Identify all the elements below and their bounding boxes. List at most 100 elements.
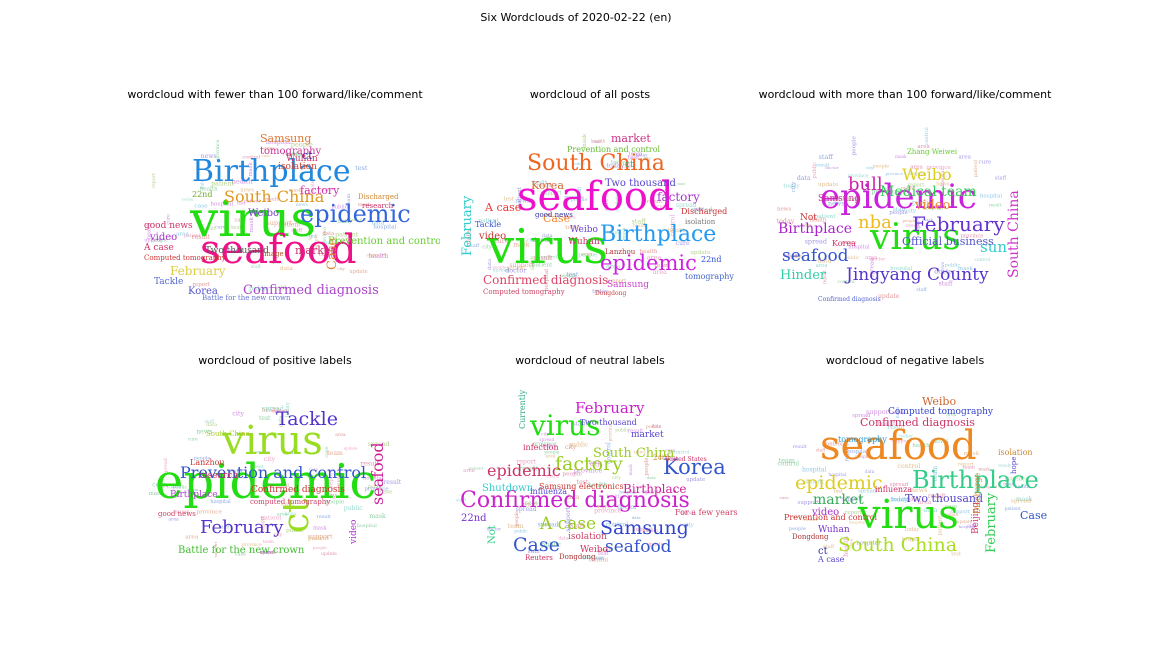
wordcloud-filler-word: case	[281, 501, 295, 507]
wordcloud-filler-word: today	[285, 401, 291, 417]
wordcloud-filler-word: area	[959, 154, 972, 160]
wordcloud-filler-word: test	[568, 521, 573, 530]
wordcloud-filler-word: data	[322, 231, 335, 237]
wordcloud-word: good news	[144, 221, 193, 231]
wordcloud-filler-word: update	[647, 542, 664, 548]
wordcloud-filler-word: report	[866, 437, 881, 443]
wordcloud-filler-word: hospital	[941, 169, 946, 187]
wordcloud-filler-word: city	[274, 533, 283, 538]
wordcloud-filler-word: update	[642, 489, 663, 495]
wordcloud-filler-word: data	[542, 233, 553, 239]
wordcloud-word: infection	[523, 443, 559, 452]
wordcloud-filler-word: health	[262, 407, 281, 413]
wordcloud-word: Samsung	[260, 132, 311, 145]
wordcloud-word: epidemic	[820, 177, 977, 217]
wordcloud-filler-word: staff	[632, 218, 647, 226]
wordcloud-word: Weibo	[580, 545, 608, 555]
wordcloud-filler-word: news	[594, 505, 607, 510]
wordcloud-filler-word: spread	[858, 489, 877, 495]
wordcloud-filler-word: people	[313, 234, 319, 251]
wordcloud-filler-word: people	[313, 545, 327, 550]
wordcloud-word: sun	[980, 238, 1007, 256]
panel-title: wordcloud with more than 100 forward/lik…	[758, 88, 1052, 101]
wordcloud-filler-word: control	[242, 154, 260, 160]
wordcloud-filler-word: health	[283, 450, 299, 456]
wordcloud-filler-word: spread	[516, 506, 537, 513]
wordcloud-word: Computed tomography	[144, 254, 226, 262]
wordcloud-filler-word: update	[272, 408, 289, 414]
wordcloud-filler-word: health	[607, 494, 621, 500]
wordcloud-filler-word: cure	[676, 240, 690, 247]
wordcloud-filler-word: data	[632, 515, 642, 520]
wordcloud-filler-word: cure	[979, 160, 992, 166]
wordcloud-filler-word: result	[202, 226, 216, 232]
wordcloud-filler-word: team	[263, 540, 275, 545]
wordcloud-filler-word: spread	[163, 458, 169, 475]
wordcloud-filler-word: staff	[893, 207, 907, 213]
wordcloud-canvas: casepublicsupportresulthealthresulttests…	[149, 401, 402, 557]
wordcloud-filler-word: today	[905, 527, 920, 533]
wordcloud-filler-word: report	[261, 515, 267, 532]
wordcloud-filler-word: mask	[1016, 496, 1033, 503]
wordcloud-filler-word: staff	[570, 521, 585, 529]
wordcloud-filler-word: city	[337, 266, 345, 271]
wordcloud-word: factory	[555, 453, 623, 475]
wordcloud-filler-word: cure	[306, 235, 317, 240]
wordcloud-filler-word: control	[897, 462, 920, 470]
wordcloud-filler-word: case	[592, 139, 602, 144]
wordcloud-filler-word: health	[668, 228, 687, 234]
wordcloud-filler-word: data	[278, 416, 284, 428]
wordcloud-word: Korea	[188, 286, 218, 297]
wordcloud-filler-word: news	[240, 188, 254, 194]
wordcloud-filler-word: hospital	[619, 490, 637, 495]
wordcloud-filler-word: city	[565, 444, 577, 451]
wordcloud-canvas: curesupportpatienttodaymaskhealthcasehea…	[143, 132, 440, 302]
wordcloud-filler-word: health	[146, 222, 152, 239]
wordcloud-filler-word: staff	[939, 281, 953, 288]
wordcloud-canvas: datacontrolpatientreporttodayhealthhospi…	[777, 395, 1047, 564]
wordcloud-filler-word: people	[562, 472, 582, 478]
wordcloud-filler-word: cure	[665, 449, 676, 454]
wordcloud-filler-word: data	[818, 257, 832, 264]
wordcloud-filler-word: province	[323, 227, 328, 247]
wordcloud-filler-word: case	[379, 490, 393, 496]
wordcloud-word: Not	[487, 525, 498, 544]
wordcloud-word: Weibo	[902, 165, 952, 184]
wordcloud-filler-word: province	[1004, 477, 1028, 483]
wordcloud-filler-word: test	[951, 551, 961, 557]
wordcloud-filler-word: test	[628, 154, 640, 161]
wordcloud-filler-word: mask	[149, 491, 164, 497]
wordcloud-filler-word: hospital	[847, 449, 869, 455]
panel-title: wordcloud with fewer than 100 forward/li…	[127, 88, 423, 101]
wordcloud-filler-word: patient	[261, 515, 283, 521]
wordcloud-filler-word: city	[684, 522, 695, 528]
wordcloud-word: Two thousand	[905, 492, 983, 505]
wordcloud-filler-word: public	[646, 424, 662, 430]
wordcloud-filler-word: people	[852, 136, 858, 156]
wordcloud-filler-word: health	[200, 186, 218, 192]
wordcloud-word: good news	[158, 510, 196, 518]
wordcloud-filler-word: hospital	[980, 194, 1002, 200]
wordcloud-filler-word: people	[560, 273, 577, 279]
wordcloud-filler-word: province	[364, 487, 388, 493]
wordcloud-filler-word: cure	[260, 550, 274, 556]
wordcloud-word: bull	[848, 174, 883, 195]
wordcloud-filler-word: case	[194, 204, 208, 210]
panel-title: wordcloud of neutral labels	[515, 354, 665, 367]
wordcloud-word: Two thousand	[605, 178, 677, 189]
wordcloud-filler-word: mask	[599, 548, 612, 554]
wordcloud-word: 24th	[653, 454, 670, 462]
wordcloud-filler-word: hospital	[848, 245, 870, 251]
wordcloud-word: Weibo	[248, 208, 279, 219]
wordcloud-filler-word: report	[845, 510, 863, 516]
wordcloud-filler-word: hospital	[357, 523, 378, 529]
wordcloud-word: Tackle	[276, 408, 338, 430]
wordcloud-filler-word: control	[671, 450, 689, 456]
wordcloud-filler-word: data	[652, 425, 662, 430]
wordcloud-filler-word: public	[812, 162, 818, 179]
wordcloud-filler-word: spread	[1011, 498, 1032, 504]
wordcloud-filler-word: mask	[582, 133, 588, 149]
wordcloud-filler-word: result	[283, 152, 301, 158]
wordcloud-word: market	[631, 430, 664, 440]
wordcloud-word: Discharged	[358, 193, 399, 201]
